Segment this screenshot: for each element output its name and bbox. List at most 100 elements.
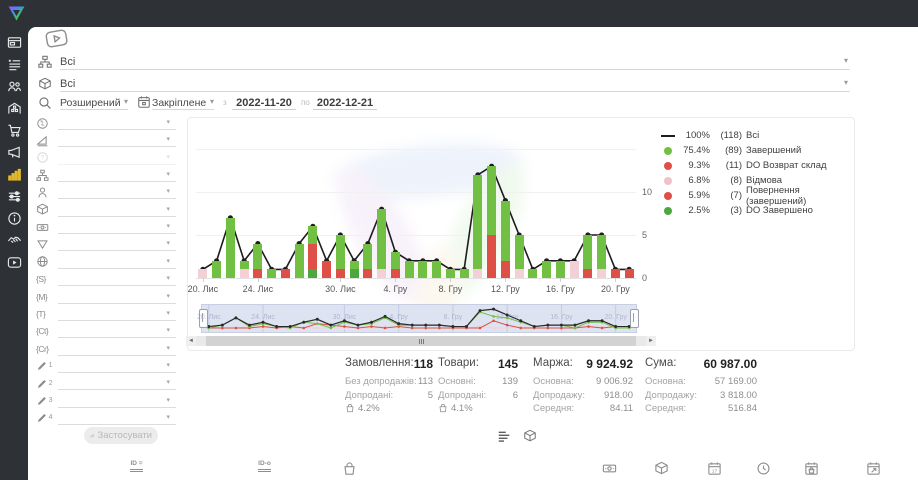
bar-segment-red[interactable] [363, 269, 373, 278]
bag-icon[interactable] [342, 461, 357, 476]
bar-segment-green[interactable] [335, 235, 345, 270]
filter-select-row[interactable]: 4 ▾ [36, 411, 176, 427]
legend-item[interactable]: 2.5% (3) DO Завершено [660, 203, 848, 218]
bar-segment-green[interactable] [418, 260, 428, 278]
browser-window-icon[interactable] [0, 31, 28, 53]
sliders-icon[interactable] [0, 185, 28, 207]
filter-select-row[interactable]: {T} ▾ [36, 307, 176, 323]
video-lessons-icon[interactable] [0, 251, 28, 273]
filter-select-row[interactable]: ? ▾ [36, 151, 176, 167]
partners-icon[interactable] [0, 229, 28, 251]
bar-segment-green[interactable] [212, 260, 222, 278]
info-icon[interactable] [0, 207, 28, 229]
chart-navigator[interactable]: 20. Лис 24. Лис 30. Лис 4. Гру 8. Гру 12. Гру… [197, 304, 639, 333]
warehouse-icon[interactable] [0, 97, 28, 119]
id-lines-icon[interactable]: ID = [130, 460, 143, 472]
bar-segment-green[interactable] [363, 243, 373, 270]
bar-segment-red[interactable] [583, 269, 593, 278]
bar-segment-green[interactable] [583, 235, 593, 270]
date-to-input[interactable]: 2022-12-21 [313, 93, 377, 110]
bar-segment-green[interactable] [253, 243, 263, 270]
id-o-lines-icon[interactable]: ID-o [258, 460, 271, 472]
bar-segment-pink[interactable] [198, 269, 208, 278]
legend-item[interactable]: 9.3% (11) DO Возврат склад [660, 158, 848, 173]
megaphone-icon[interactable] [0, 141, 28, 163]
product-select[interactable]: Всі ▾ [60, 74, 850, 92]
filter-select-row[interactable]: ▾ [36, 255, 176, 271]
bar-segment-red[interactable] [335, 269, 345, 278]
bar-segment-red[interactable] [624, 269, 634, 278]
banknote-icon[interactable] [602, 461, 617, 476]
filter-select-row[interactable]: {M} ▾ [36, 290, 176, 306]
bar-segment-green[interactable] [500, 200, 510, 261]
legend-item[interactable]: 100% (118) Всі [660, 128, 848, 143]
bar-segment-green[interactable] [542, 260, 552, 278]
bar-segment-green[interactable] [294, 243, 304, 278]
filter-select-row[interactable]: 2 ▾ [36, 376, 176, 392]
bar-segment-green[interactable] [445, 269, 455, 278]
filter-select-row[interactable]: ▾ [36, 116, 176, 132]
bar-segment-green[interactable] [487, 166, 497, 235]
bar-segment-red[interactable] [322, 260, 332, 278]
bar-segment-green[interactable] [377, 209, 387, 270]
bar-segment-pink[interactable] [473, 269, 483, 278]
scroll-right-arrow[interactable]: ► [646, 336, 656, 346]
period-mode-select[interactable]: Закріплене ▾ [152, 93, 214, 110]
trifecta-logo-icon[interactable] [6, 3, 27, 24]
clock-icon[interactable] [756, 461, 771, 476]
filter-select-row[interactable]: {Ct} ▾ [36, 324, 176, 340]
scrollbar-thumb[interactable] [206, 336, 636, 346]
bar-segment-green[interactable] [308, 226, 318, 244]
bar-segment-green[interactable] [349, 260, 359, 270]
package-outline-icon[interactable] [523, 429, 541, 443]
filter-select-row[interactable]: ▾ [36, 220, 176, 236]
filter-select-row[interactable]: ▾ [36, 237, 176, 253]
calendar-17-icon[interactable]: 17 [707, 461, 722, 476]
filter-select-row[interactable]: {S} ▾ [36, 272, 176, 288]
navigator-left-handle[interactable] [199, 309, 208, 328]
filter-select-row[interactable]: ▾ [36, 133, 176, 149]
analytics-icon[interactable] [0, 163, 28, 185]
channel-select[interactable]: Всі ▾ [60, 52, 850, 70]
bar-segment-pink[interactable] [597, 269, 607, 278]
orders-list-icon[interactable] [0, 53, 28, 75]
bar-segment-pink[interactable] [569, 260, 579, 278]
users-icon[interactable] [0, 75, 28, 97]
bar-segment-green[interactable] [404, 260, 414, 278]
bar-segment-pink[interactable] [239, 269, 249, 278]
legend-item[interactable]: 6.8% (8) Відмова [660, 173, 848, 188]
search-mode-select[interactable]: Розширений ▾ [60, 93, 128, 110]
filter-select-row[interactable]: 1 ▾ [36, 359, 176, 375]
bar-segment-red[interactable] [253, 269, 263, 278]
bar-segment-green[interactable] [390, 252, 400, 270]
filter-select-row[interactable]: {Cr} ▾ [36, 342, 176, 358]
filter-select-row[interactable]: ▾ [36, 168, 176, 184]
bar-segment-red[interactable] [500, 260, 510, 278]
bar-segment-red[interactable] [390, 269, 400, 278]
cart-icon[interactable] [0, 119, 28, 141]
legend-item[interactable]: 5.9% (7) Повернення (завершений) [660, 185, 848, 207]
bar-segment-pink[interactable] [514, 269, 524, 278]
navigator-right-handle[interactable] [630, 309, 639, 328]
bar-segment-green[interactable] [555, 260, 565, 278]
filter-select-row[interactable]: ▾ [36, 185, 176, 201]
filter-select-row[interactable]: ▾ [36, 203, 176, 219]
bar-segment-green2[interactable] [349, 269, 359, 278]
bar-segment-green[interactable] [473, 174, 483, 270]
date-from-input[interactable]: 2022-11-20 [232, 93, 296, 110]
bar-segment-green[interactable] [225, 217, 235, 278]
bar-segment-green[interactable] [597, 235, 607, 270]
video-tutorial-icon[interactable] [44, 28, 69, 53]
bar-segment-pink[interactable] [377, 269, 387, 278]
apply-filters-button[interactable]: Застосувати [84, 427, 158, 444]
list-chart-icon[interactable] [497, 429, 515, 443]
filter-select-row[interactable]: 3 ▾ [36, 394, 176, 410]
bar-segment-green[interactable] [267, 269, 277, 278]
bar-segment-green2[interactable] [308, 269, 318, 278]
package-icon[interactable] [654, 461, 669, 476]
chart-scrollbar[interactable]: ◄ ► [186, 336, 656, 346]
bar-segment-red[interactable] [308, 243, 318, 270]
bar-segment-green[interactable] [514, 235, 524, 270]
calendar-bag-icon[interactable] [804, 461, 819, 476]
scroll-left-arrow[interactable]: ◄ [186, 336, 196, 346]
